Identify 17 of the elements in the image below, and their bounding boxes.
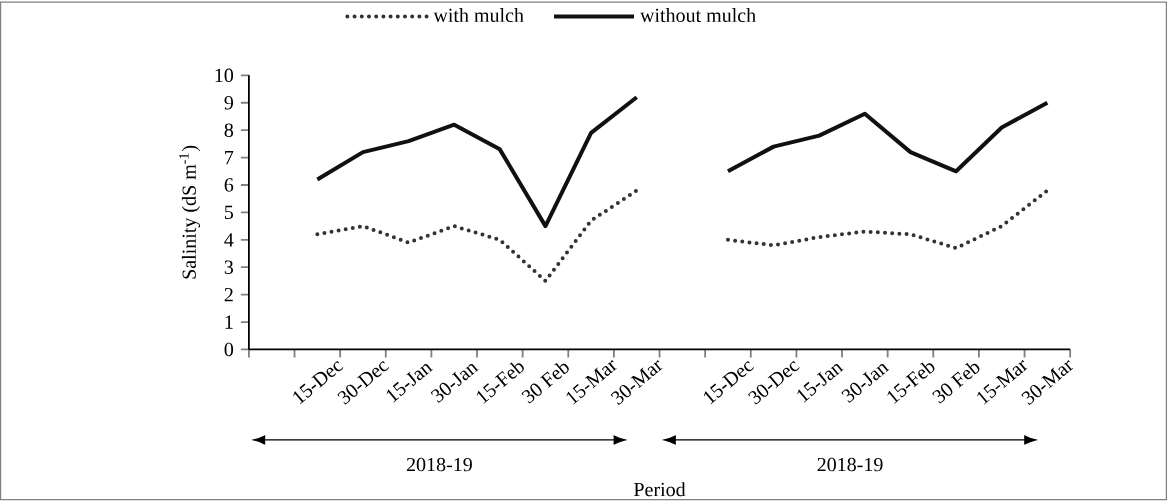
y-tick-label: 3 bbox=[224, 260, 234, 274]
y-tick-label: 1 bbox=[225, 315, 233, 329]
y-axis-title: Salinity (dS m$^{-1}$) bbox=[179, 145, 201, 279]
y-tick-label: 2 bbox=[224, 288, 233, 302]
legend-label: with mulch bbox=[433, 8, 524, 23]
y-tick-label: 4 bbox=[224, 233, 234, 247]
y-tick-label: 9 bbox=[224, 96, 234, 110]
y-tick-label: 0 bbox=[224, 342, 234, 357]
y-tick-label: 7 bbox=[225, 151, 234, 165]
y-tick-label: 6 bbox=[224, 178, 234, 192]
y-tick-label: 8 bbox=[224, 123, 234, 137]
text: 2018-19 bbox=[817, 457, 883, 472]
text: 2018-19 bbox=[406, 457, 472, 472]
y-tick-label: 5 bbox=[224, 205, 234, 220]
legend-label: without mulch bbox=[640, 8, 756, 23]
y-tick-label: 10 bbox=[215, 68, 234, 83]
x-axis-title: Period bbox=[633, 482, 686, 497]
